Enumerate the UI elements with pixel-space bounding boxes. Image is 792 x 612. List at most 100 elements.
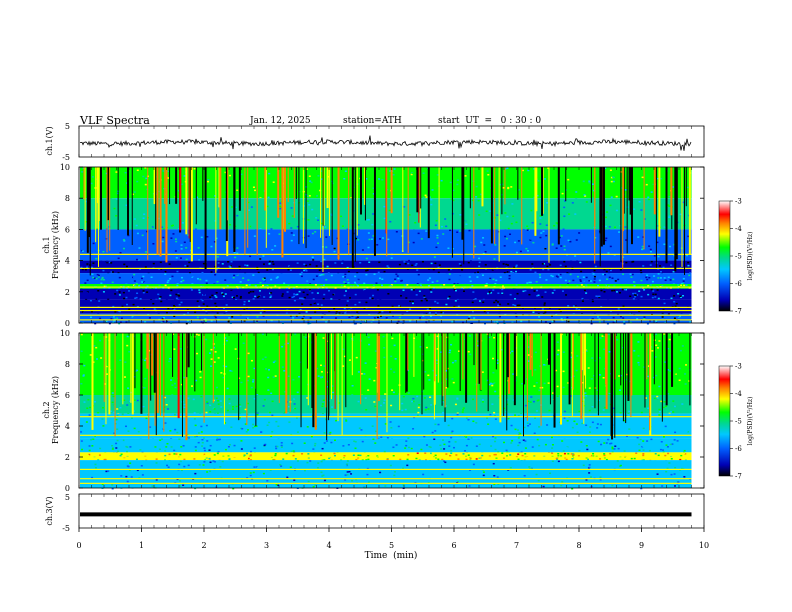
spectrogram-speckle [90,310,93,313]
spectrogram-speckle [667,452,670,455]
spectrogram-speckle [678,315,681,318]
spectrogram-speckle [372,320,375,323]
spectrogram-speckle [560,318,563,320]
spectrogram-speckle [529,467,532,470]
spectrogram-speckle [491,191,494,194]
spectrogram-speckle [424,371,427,373]
spectrogram-speckle [551,452,554,454]
spectrogram-speckle [657,225,660,227]
spectrogram-speckle [582,351,585,354]
spectrogram-speckle [361,211,364,213]
colorbar-tick-label: -5 [735,253,742,261]
spectrogram-speckle [224,422,227,424]
spectrogram-speckle [677,315,680,317]
spectrogram-speckle [323,442,326,444]
spectrogram-speckle [295,315,298,317]
spectrogram-speckle [480,241,483,244]
spectrogram-speckle [198,291,201,294]
spectrogram-speckle [384,485,387,487]
spectrogram-streak [305,167,307,249]
spectrogram-speckle [129,446,132,448]
spectrogram-streak [320,167,322,238]
spectrogram-speckle [672,186,675,188]
colorbar-tick-label: -7 [735,473,742,481]
ch1-waveform-trace [79,135,692,151]
spectrogram-speckle [510,198,513,201]
spectrogram-streak [620,167,622,262]
spectrogram-speckle [455,454,458,456]
spectrogram-speckle [450,431,453,434]
spectrogram-speckle [584,195,587,197]
spectrogram-speckle [312,245,315,247]
spectrogram-speckle [306,293,309,296]
ch1-waveform-ytick-bottom: -5 [62,153,70,162]
spectrogram-streak [548,167,550,263]
spectrogram-speckle [668,338,671,341]
spectrogram-speckle [389,458,392,460]
spectrogram-speckle [135,312,138,314]
spectrogram-speckle [653,255,656,257]
spectrogram-speckle [363,307,366,309]
spectrogram-speckle [259,258,262,260]
spectrogram-speckle [673,373,676,375]
spectrogram-speckle [276,285,279,288]
spectrogram-speckle [600,420,603,423]
spectrogram-speckle [609,257,612,260]
spectrogram-speckle [417,232,420,235]
spectrogram-speckle [660,275,663,278]
spectrogram-speckle [81,250,84,252]
spectrogram-speckle [270,278,273,281]
spectrogram-speckle [221,278,224,280]
spectrogram-speckle [492,371,495,374]
spectrogram-speckle [236,287,239,289]
spectrogram-speckle [378,277,381,280]
spectrogram-streak [264,167,267,211]
spectrogram-speckle [252,379,255,381]
spectrogram-speckle [381,317,384,319]
spectrogram-streak [373,167,376,257]
spectrogram-speckle [318,445,321,448]
spectrogram-speckle [434,262,437,265]
spectrogram-speckle [411,300,414,303]
spectrogram-streak [675,167,678,260]
spectrogram-speckle [461,398,464,401]
spectrogram-speckle [289,269,292,271]
spectrogram-speckle [574,255,577,257]
spectrogram-speckle [368,238,371,241]
spectrogram-speckle [559,273,562,276]
spectrogram-streak [565,167,567,202]
spectrogram-speckle [655,374,658,377]
spectrogram-streak [434,333,436,382]
spectrogram-speckle [464,175,467,177]
spectrogram-speckle [529,281,532,284]
spectrogram-speckle [260,196,263,198]
spectrogram-speckle [186,239,189,241]
spectrogram-speckle [463,460,466,463]
spectrogram-speckle [206,270,209,273]
spectrogram-speckle [666,446,669,448]
spectrogram-speckle [555,313,558,316]
spectrogram-speckle [494,390,497,393]
spectrogram-speckle [301,318,304,320]
spectrogram-speckle [229,266,232,268]
spectrogram-speckle [200,321,203,323]
spectrogram-speckle [560,451,563,453]
spectrogram-streak [337,333,339,422]
spectrogram-speckle [322,409,325,411]
spectrogram-speckle [542,485,545,488]
spectrogram-speckle [598,318,601,320]
spectrogram-speckle [111,447,114,449]
spectrogram-speckle [475,196,478,198]
spectrogram-speckle [116,439,119,442]
spectrogram-speckle [596,427,599,429]
spectrogram-speckle [448,295,451,298]
spectrogram-speckle [640,384,643,386]
spectrogram-speckle [144,183,147,186]
spectrogram-speckle [468,485,471,487]
spectrogram-speckle [483,310,486,313]
spectrogram-speckle [147,414,150,416]
spectrogram-speckle [179,460,182,463]
spectrogram-speckle [325,236,328,238]
spectrogram-streak [504,167,506,205]
spectrogram-speckle [597,440,600,443]
